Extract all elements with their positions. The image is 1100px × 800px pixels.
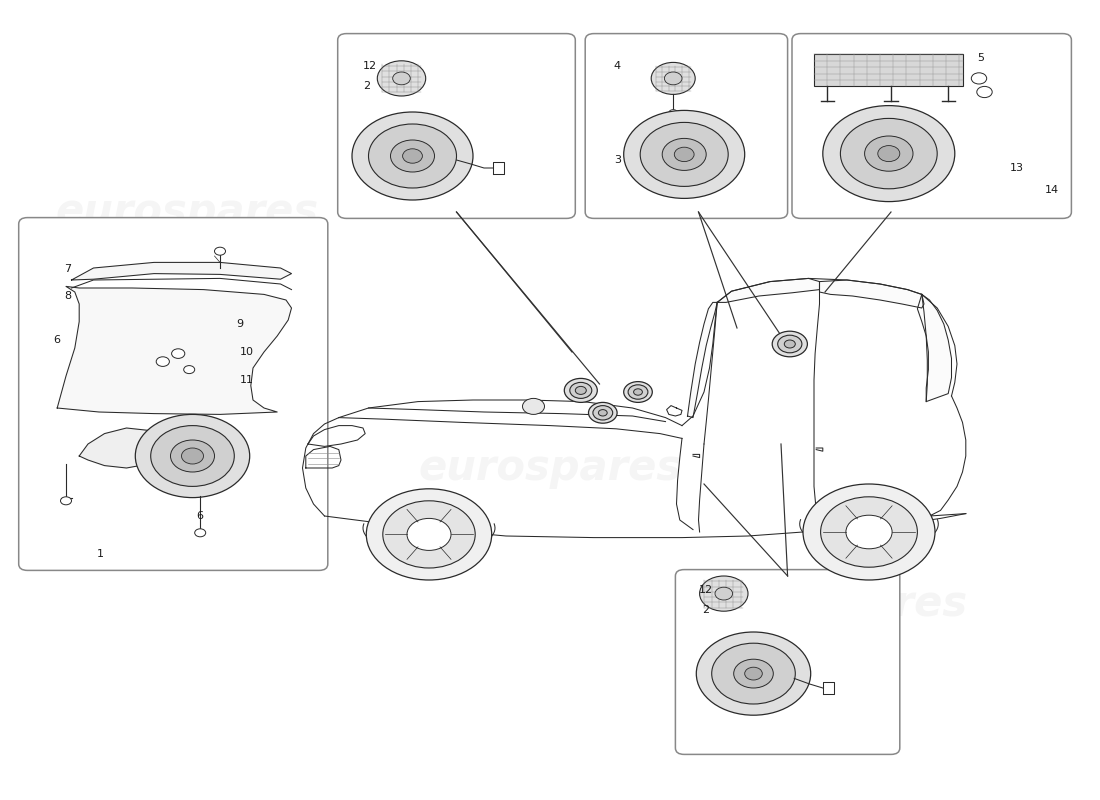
Polygon shape: [688, 302, 717, 418]
FancyBboxPatch shape: [792, 34, 1071, 218]
Circle shape: [715, 587, 733, 600]
Circle shape: [570, 382, 592, 398]
Circle shape: [624, 110, 745, 198]
Text: 9: 9: [236, 319, 243, 329]
Text: 6: 6: [53, 335, 59, 345]
Circle shape: [593, 406, 613, 420]
Polygon shape: [717, 278, 820, 302]
Circle shape: [971, 73, 987, 84]
Circle shape: [352, 112, 473, 200]
Circle shape: [575, 386, 586, 394]
Circle shape: [135, 414, 250, 498]
FancyBboxPatch shape: [338, 34, 575, 218]
Circle shape: [368, 124, 456, 188]
Circle shape: [772, 331, 807, 357]
Text: 8: 8: [64, 291, 70, 301]
Text: 10: 10: [240, 347, 254, 357]
Text: 13: 13: [1010, 163, 1024, 173]
Text: 3: 3: [614, 155, 620, 165]
Text: 7: 7: [64, 264, 70, 274]
Circle shape: [651, 62, 695, 94]
Circle shape: [624, 382, 652, 402]
Text: 4: 4: [614, 62, 620, 71]
FancyBboxPatch shape: [585, 34, 788, 218]
Circle shape: [564, 378, 597, 402]
Text: eurospares: eurospares: [418, 447, 682, 489]
Circle shape: [60, 497, 72, 505]
Circle shape: [170, 440, 214, 472]
Circle shape: [745, 667, 762, 680]
Circle shape: [214, 247, 225, 255]
Circle shape: [700, 576, 748, 611]
Text: eurospares: eurospares: [704, 583, 968, 625]
Circle shape: [784, 340, 795, 348]
Circle shape: [696, 632, 811, 715]
Circle shape: [734, 659, 773, 688]
Circle shape: [712, 643, 795, 704]
Circle shape: [403, 149, 422, 163]
Polygon shape: [57, 286, 292, 414]
Circle shape: [377, 61, 426, 96]
Circle shape: [640, 122, 728, 186]
Circle shape: [846, 515, 892, 549]
Text: 6: 6: [196, 511, 202, 521]
Circle shape: [674, 147, 694, 162]
Text: 2: 2: [702, 606, 708, 615]
Circle shape: [522, 398, 544, 414]
Circle shape: [598, 410, 607, 416]
Circle shape: [634, 389, 642, 395]
Circle shape: [840, 118, 937, 189]
Text: eurospares: eurospares: [55, 191, 319, 233]
Circle shape: [184, 366, 195, 374]
Circle shape: [383, 501, 475, 568]
Circle shape: [664, 72, 682, 85]
Circle shape: [803, 484, 935, 580]
FancyBboxPatch shape: [19, 218, 328, 570]
Text: 12: 12: [698, 586, 713, 595]
Circle shape: [628, 385, 648, 399]
Circle shape: [662, 138, 706, 170]
Circle shape: [878, 146, 900, 162]
Polygon shape: [917, 294, 952, 402]
Polygon shape: [820, 280, 924, 308]
Text: 11: 11: [240, 375, 254, 385]
Circle shape: [182, 448, 204, 464]
Circle shape: [390, 140, 435, 172]
Circle shape: [151, 426, 234, 486]
Circle shape: [823, 106, 955, 202]
FancyBboxPatch shape: [675, 570, 900, 754]
Circle shape: [821, 497, 917, 567]
Text: 12: 12: [363, 62, 377, 71]
Polygon shape: [79, 428, 167, 468]
Circle shape: [366, 489, 492, 580]
Circle shape: [588, 402, 617, 423]
Bar: [814, 54, 962, 86]
Text: 2: 2: [363, 81, 370, 90]
Text: 14: 14: [1045, 186, 1059, 195]
Text: 1: 1: [97, 549, 103, 558]
Circle shape: [172, 349, 185, 358]
Circle shape: [407, 518, 451, 550]
Circle shape: [195, 529, 206, 537]
Circle shape: [977, 86, 992, 98]
Polygon shape: [72, 262, 292, 280]
Circle shape: [865, 136, 913, 171]
Text: 5: 5: [977, 53, 983, 62]
Circle shape: [156, 357, 169, 366]
Circle shape: [393, 72, 410, 85]
Circle shape: [778, 335, 802, 353]
Circle shape: [669, 110, 678, 116]
